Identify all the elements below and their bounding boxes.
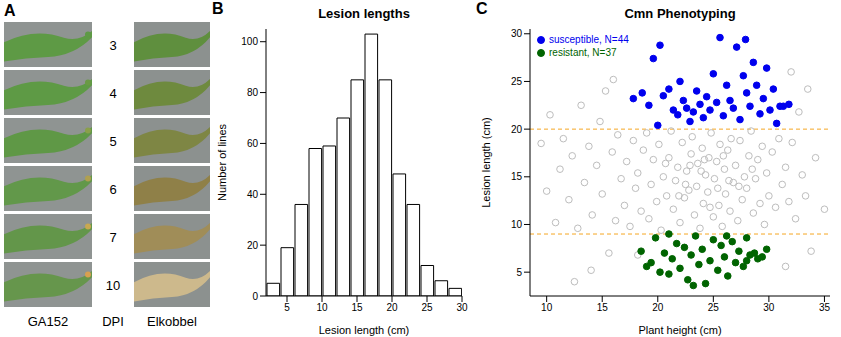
svg-text:15: 15 — [597, 302, 609, 313]
svg-text:15: 15 — [351, 302, 363, 313]
svg-text:5: 5 — [109, 134, 116, 149]
svg-text:20: 20 — [386, 302, 398, 313]
svg-text:30: 30 — [511, 28, 523, 39]
html-text:C: C — [476, 0, 488, 17]
svg-text:10: 10 — [106, 278, 120, 293]
svg-text:20: 20 — [652, 302, 664, 313]
svg-text:GA152: GA152 — [28, 314, 68, 329]
html-text:susceptible, N=44: susceptible, N=44 — [549, 34, 629, 45]
svg-text:80: 80 — [247, 87, 259, 98]
svg-text:20: 20 — [511, 124, 523, 135]
svg-text:10: 10 — [511, 219, 523, 230]
svg-text:0: 0 — [252, 291, 258, 302]
svg-text:Lesion length (cm): Lesion length (cm) — [319, 324, 410, 336]
svg-text:7: 7 — [109, 230, 116, 245]
svg-text:25: 25 — [511, 76, 523, 87]
html-text:Cmn Phenotyping: Cmn Phenotyping — [624, 6, 736, 21]
svg-text:4: 4 — [109, 86, 116, 101]
html-text:resistant, N=37: resistant, N=37 — [549, 47, 617, 58]
svg-text:6: 6 — [109, 182, 116, 197]
svg-text:10: 10 — [541, 302, 553, 313]
svg-text:30: 30 — [763, 302, 775, 313]
svg-text:25: 25 — [708, 302, 720, 313]
svg-text:A: A — [4, 2, 16, 19]
svg-text:3: 3 — [109, 38, 116, 53]
svg-text:Elkobbel: Elkobbel — [147, 314, 197, 329]
svg-text:Plant height (cm): Plant height (cm) — [638, 324, 721, 336]
svg-text:Number of lines: Number of lines — [216, 123, 228, 201]
svg-text:40: 40 — [247, 189, 259, 200]
html-text:B: B — [212, 0, 224, 17]
svg-text:15: 15 — [511, 171, 523, 182]
svg-text:30: 30 — [456, 302, 468, 313]
svg-text:5: 5 — [516, 267, 522, 278]
svg-text:20: 20 — [247, 240, 259, 251]
svg-text:Lesion length (cm): Lesion length (cm) — [480, 117, 492, 208]
svg-text:DPI: DPI — [102, 314, 124, 329]
svg-text:5: 5 — [284, 302, 290, 313]
html-text:Lesion lengths: Lesion lengths — [318, 6, 410, 21]
svg-text:60: 60 — [247, 138, 259, 149]
svg-text:10: 10 — [316, 302, 328, 313]
svg-text:25: 25 — [421, 302, 433, 313]
svg-text:100: 100 — [241, 36, 258, 47]
svg-text:35: 35 — [819, 302, 831, 313]
